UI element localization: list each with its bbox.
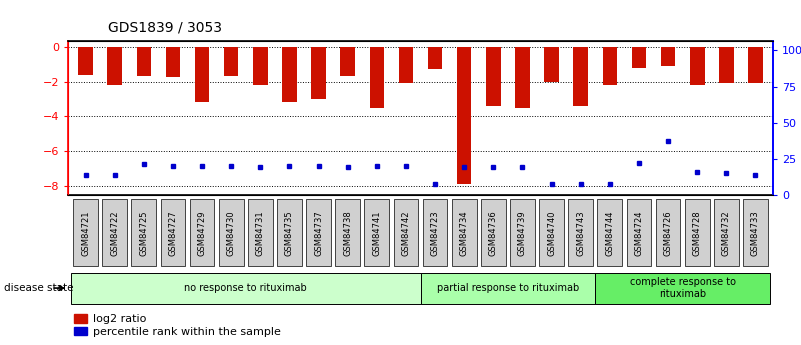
- Bar: [428, 47, 442, 69]
- Text: GDS1839 / 3053: GDS1839 / 3053: [108, 20, 222, 34]
- FancyBboxPatch shape: [510, 199, 535, 266]
- Text: GSM84729: GSM84729: [198, 210, 207, 256]
- Text: GSM84740: GSM84740: [547, 210, 556, 256]
- Bar: [486, 47, 501, 106]
- Bar: [719, 47, 734, 83]
- Text: no response to rituximab: no response to rituximab: [184, 283, 307, 293]
- Text: GSM84742: GSM84742: [401, 210, 410, 256]
- Bar: [136, 47, 151, 76]
- Bar: [457, 47, 472, 185]
- Bar: [340, 47, 355, 76]
- FancyBboxPatch shape: [423, 199, 448, 266]
- Bar: [282, 47, 296, 102]
- Bar: [515, 47, 529, 108]
- FancyBboxPatch shape: [481, 199, 505, 266]
- Text: GSM84743: GSM84743: [576, 210, 586, 256]
- Text: GSM84726: GSM84726: [663, 210, 673, 256]
- Text: GSM84736: GSM84736: [489, 210, 498, 256]
- Bar: [690, 47, 705, 85]
- Bar: [661, 47, 675, 66]
- FancyBboxPatch shape: [306, 199, 331, 266]
- Text: GSM84737: GSM84737: [314, 210, 323, 256]
- Bar: [748, 47, 763, 83]
- FancyBboxPatch shape: [103, 199, 127, 266]
- FancyBboxPatch shape: [248, 199, 272, 266]
- FancyBboxPatch shape: [393, 199, 418, 266]
- FancyBboxPatch shape: [685, 199, 710, 266]
- Text: GSM84744: GSM84744: [606, 210, 614, 256]
- Bar: [602, 47, 617, 85]
- FancyBboxPatch shape: [336, 199, 360, 266]
- Text: GSM84723: GSM84723: [431, 210, 440, 256]
- Text: GSM84732: GSM84732: [722, 210, 731, 256]
- Text: GSM84722: GSM84722: [111, 210, 119, 256]
- FancyBboxPatch shape: [539, 199, 564, 266]
- Text: GSM84731: GSM84731: [256, 210, 265, 256]
- Legend: log2 ratio, percentile rank within the sample: log2 ratio, percentile rank within the s…: [74, 314, 280, 337]
- Text: GSM84721: GSM84721: [81, 210, 90, 256]
- Text: GSM84724: GSM84724: [634, 210, 643, 256]
- Bar: [399, 47, 413, 83]
- FancyBboxPatch shape: [421, 273, 595, 304]
- Text: GSM84735: GSM84735: [285, 210, 294, 256]
- Bar: [369, 47, 384, 108]
- Bar: [224, 47, 239, 76]
- Bar: [632, 47, 646, 68]
- Bar: [107, 47, 122, 85]
- Text: GSM84728: GSM84728: [693, 210, 702, 256]
- Text: GSM84741: GSM84741: [372, 210, 381, 256]
- Text: GSM84739: GSM84739: [518, 210, 527, 256]
- Text: partial response to rituximab: partial response to rituximab: [437, 283, 579, 293]
- FancyBboxPatch shape: [277, 199, 302, 266]
- FancyBboxPatch shape: [743, 199, 768, 266]
- FancyBboxPatch shape: [626, 199, 651, 266]
- FancyBboxPatch shape: [595, 273, 770, 304]
- FancyBboxPatch shape: [160, 199, 185, 266]
- FancyBboxPatch shape: [569, 199, 593, 266]
- Bar: [78, 47, 93, 75]
- FancyBboxPatch shape: [73, 199, 98, 266]
- Text: disease state: disease state: [4, 283, 74, 293]
- FancyBboxPatch shape: [190, 199, 215, 266]
- Bar: [253, 47, 268, 85]
- FancyBboxPatch shape: [364, 199, 389, 266]
- FancyBboxPatch shape: [452, 199, 477, 266]
- FancyBboxPatch shape: [71, 273, 421, 304]
- Bar: [166, 47, 180, 77]
- Bar: [312, 47, 326, 99]
- Text: GSM84725: GSM84725: [139, 210, 148, 256]
- Text: complete response to
rituximab: complete response to rituximab: [630, 277, 735, 299]
- Text: GSM84730: GSM84730: [227, 210, 235, 256]
- FancyBboxPatch shape: [131, 199, 156, 266]
- Text: GSM84738: GSM84738: [343, 210, 352, 256]
- FancyBboxPatch shape: [598, 199, 622, 266]
- Bar: [545, 47, 559, 81]
- Bar: [574, 47, 588, 106]
- Bar: [195, 47, 209, 102]
- FancyBboxPatch shape: [714, 199, 739, 266]
- FancyBboxPatch shape: [219, 199, 244, 266]
- Text: GSM84727: GSM84727: [168, 210, 178, 256]
- Text: GSM84734: GSM84734: [460, 210, 469, 256]
- FancyBboxPatch shape: [656, 199, 681, 266]
- Text: GSM84733: GSM84733: [751, 210, 760, 256]
